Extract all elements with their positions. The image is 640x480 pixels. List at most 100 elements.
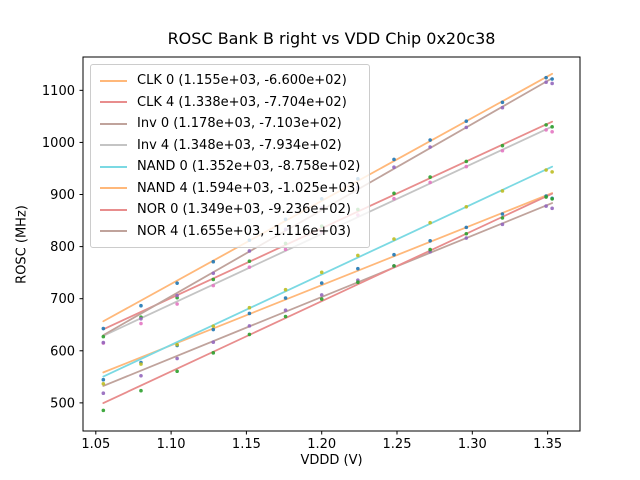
data-point [544,123,548,127]
data-point [392,165,396,170]
fit-line-inv-0 [102,202,554,387]
data-point [392,191,396,196]
data-point [550,170,554,174]
data-point [211,351,216,355]
data-point [283,314,288,319]
x-axis-tick-label: 1.30 [458,437,487,452]
data-point [544,75,548,80]
data-point [247,332,252,337]
data-point [464,159,469,164]
data-point [356,253,360,258]
legend-entry-nor-0: NOR 0 (1.349e+03, -9.236e+02) [100,199,360,221]
data-point [101,408,106,413]
data-point [356,266,360,271]
data-point [139,317,143,321]
data-point [464,205,469,209]
x-axis-label: VDDD (V) [300,453,363,468]
data-point [247,259,252,263]
chart-title: ROSC Bank B right vs VDD Chip 0x20c38 [167,29,496,48]
data-point [500,105,505,110]
fit-line-nor-0 [102,192,554,404]
legend-entry-label: CLK 4 (1.338e+03, -7.704e+02) [137,94,347,110]
data-point [101,382,106,386]
legend-entry-label: NOR 0 (1.349e+03, -9.236e+02) [137,202,351,218]
legend-line-swatch [100,144,127,147]
data-point [101,391,106,396]
data-point [211,283,216,288]
data-point [139,388,143,393]
data-point [428,175,432,179]
legend-line-swatch [100,208,127,211]
y-axis-tick-label: 600 [50,344,75,359]
fit-line-nand-0 [102,165,554,378]
data-point [428,220,432,225]
x-axis-tick-label: 1.20 [307,437,336,452]
data-point [139,362,143,366]
y-axis-tick-label: 500 [50,396,75,411]
data-point [175,302,179,306]
data-point [319,297,324,301]
data-point [247,305,252,310]
legend-line-swatch [100,230,127,233]
data-point [464,125,469,130]
legend-entry-clk-0: CLK 0 (1.155e+03, -6.600e+02) [100,70,360,92]
data-point [175,356,179,361]
data-point [101,334,106,339]
data-point [428,180,432,185]
data-point [428,138,432,142]
scatter-series-nor-0 [101,195,554,413]
data-point [101,326,106,331]
data-point [101,340,106,345]
legend-line-swatch [100,79,127,82]
data-point [139,321,143,326]
data-point [247,324,252,328]
data-point [392,252,396,257]
data-point [247,249,252,253]
y-axis-tick-label: 700 [50,292,75,307]
data-point [464,236,469,240]
data-point [356,280,360,285]
x-axis-tick-label: 1.15 [232,437,261,452]
data-point [550,129,554,134]
scatter-series-nand-0 [101,168,554,386]
scatter-series-clk-4 [101,123,554,339]
data-point [544,195,548,199]
data-point [283,247,288,252]
y-axis-tick-label: 1100 [42,84,75,99]
data-point [428,238,432,243]
data-point [319,281,324,285]
x-axis-tick-label: 1.25 [383,437,412,452]
data-point [428,145,432,149]
data-point [500,212,505,216]
data-point [428,247,432,252]
data-point [392,157,396,162]
legend-entry-label: Inv 4 (1.348e+03, -7.934e+02) [137,137,342,153]
x-axis-tick-label: 1.10 [157,437,186,452]
axes-frame [82,56,581,432]
y-axis-tick-label: 900 [50,188,75,203]
data-point [392,196,396,201]
y-axis-tick-label: 1000 [42,136,75,151]
data-point [550,206,554,211]
data-point [550,81,554,86]
legend-entry-inv-0: Inv 0 (1.178e+03, -7.103e+02) [100,113,360,135]
legend-entry-nand-0: NAND 0 (1.352e+03, -8.758e+02) [100,156,360,178]
data-point [175,293,179,298]
legend-entry-nor-4: NOR 4 (1.655e+03, -1.116e+03) [100,221,360,243]
legend-entry-label: Inv 0 (1.178e+03, -7.103e+02) [137,116,342,132]
data-point [392,264,396,268]
data-point [247,265,252,269]
legend-line-swatch [100,122,127,125]
legend-line-swatch [100,165,127,168]
data-point [283,308,288,312]
data-point [139,303,143,308]
data-point [464,119,469,123]
data-point [211,271,216,276]
data-point [464,231,469,236]
scatter-series-inv-0 [101,204,554,396]
legend-line-swatch [100,187,127,190]
data-point [211,277,216,282]
x-axis-tick-label: 1.35 [533,437,562,452]
